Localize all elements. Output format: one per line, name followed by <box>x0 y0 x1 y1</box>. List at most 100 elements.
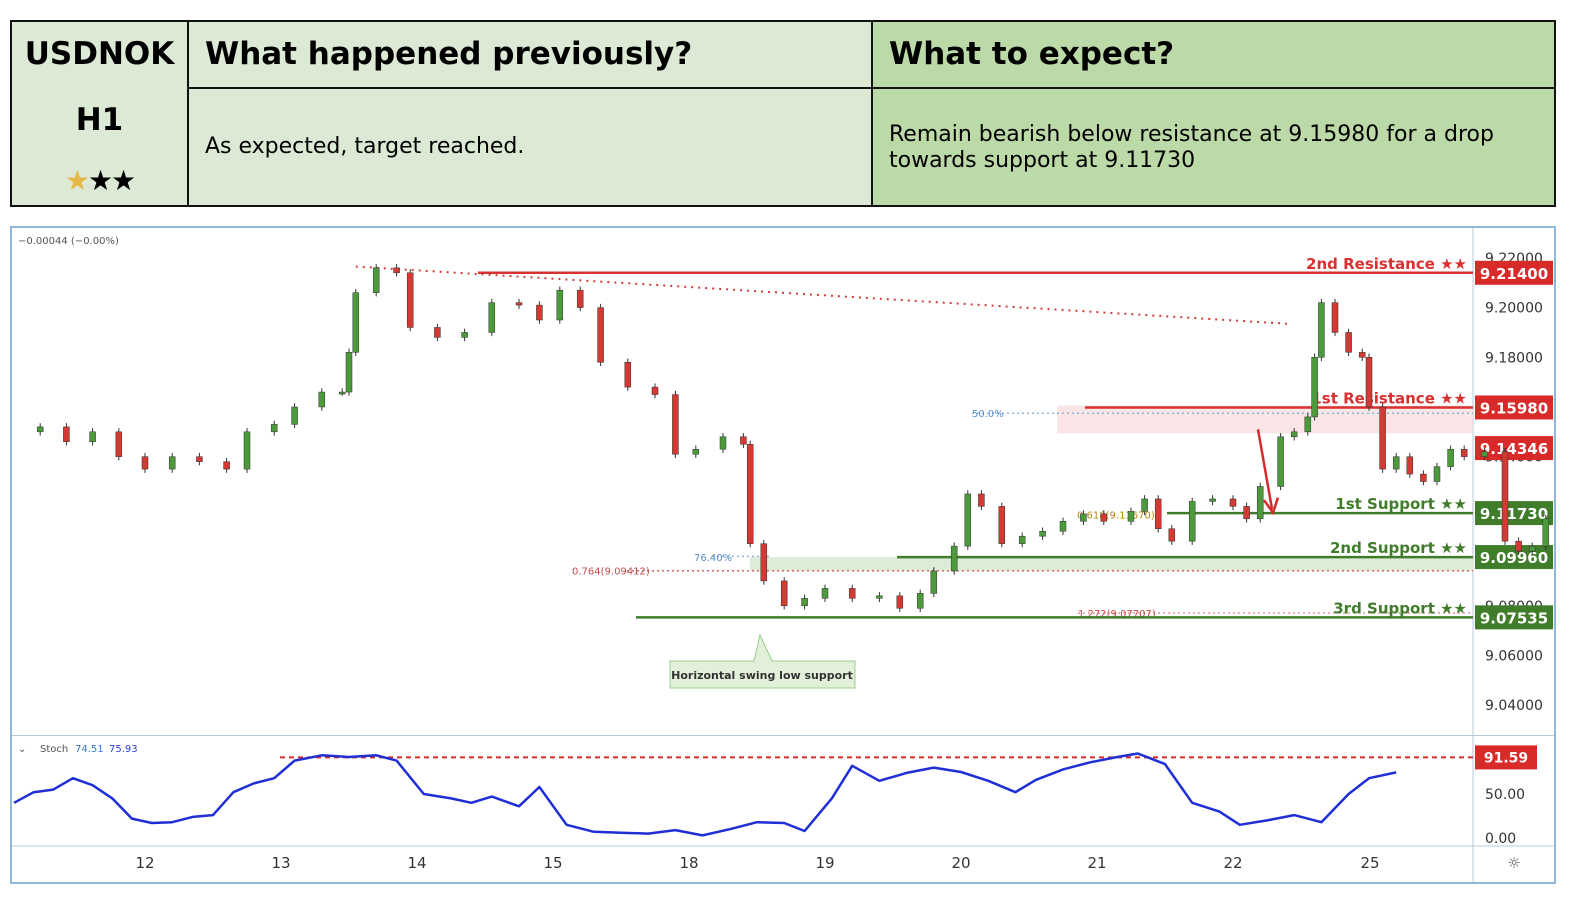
candle-down <box>1515 540 1522 552</box>
level-name-label: 1st Resistance ★★ <box>1311 389 1467 407</box>
candle-up <box>876 595 883 599</box>
ohlc-change-label: −0.00044 (−0.00%) <box>18 236 119 247</box>
stoch-d-value: 75.93 <box>109 744 138 755</box>
annotation-text: Horizontal swing low support <box>671 669 853 682</box>
candle-down <box>896 595 904 609</box>
symbol-label: USDNOK <box>24 36 175 72</box>
x-tick-label: 21 <box>1087 854 1106 872</box>
candle-up <box>243 431 251 470</box>
candle-up <box>291 406 298 425</box>
previous-header-cell: What happened previously? <box>189 22 873 89</box>
candle-up <box>692 448 700 455</box>
candle-up <box>270 424 278 433</box>
y-tick-label: 9.18000 <box>1485 350 1543 366</box>
candle-up <box>1039 530 1046 537</box>
price-tag-support <box>1475 605 1553 630</box>
candle-down <box>998 506 1006 544</box>
candle-up <box>1141 498 1148 512</box>
y-tick-label: 9.20000 <box>1485 301 1543 317</box>
candle-up <box>318 391 326 408</box>
price-tag-support <box>1475 501 1553 526</box>
candle-down <box>1406 456 1414 475</box>
candle-up <box>930 570 938 594</box>
fib-50-label: 50.0% <box>972 409 1004 420</box>
candle-down <box>223 461 230 470</box>
candle-up <box>1080 513 1087 522</box>
price-tag-current <box>1475 436 1553 461</box>
x-tick-label: 19 <box>815 854 834 872</box>
candle-up <box>488 302 496 333</box>
candle-up <box>1127 511 1135 522</box>
fib-764-label: 0.764(9.09412) <box>572 567 650 578</box>
analysis-header-table: USDNOK H1 ★★★ What happened previously? … <box>10 20 1556 207</box>
candle-up <box>1059 521 1067 532</box>
candle-down <box>115 431 123 457</box>
candle-up <box>1188 501 1196 542</box>
candle-down <box>515 302 523 306</box>
candle-down <box>1100 513 1108 522</box>
y-tick-label: 9.06000 <box>1485 648 1543 664</box>
x-tick-label: 20 <box>951 854 970 872</box>
candle-down <box>1168 528 1176 542</box>
expect-text: Remain bearish below resistance at 9.159… <box>889 122 1494 173</box>
candle-up <box>345 352 353 393</box>
candle-up <box>821 588 829 599</box>
fib-1272-label: 1.272(9.07707) <box>1078 609 1156 620</box>
candle-down <box>1501 451 1509 542</box>
candle-down <box>1358 352 1366 358</box>
candle-up <box>1528 545 1536 552</box>
price-tag-label: 9.11730 <box>1480 505 1548 523</box>
candle-up <box>1304 416 1312 433</box>
candle-up <box>1311 357 1318 418</box>
level-name-label: 3rd Support ★★ <box>1333 599 1467 617</box>
stoch-label: Stoch <box>40 744 68 755</box>
x-tick-label: 25 <box>1360 854 1379 872</box>
candle-down <box>393 267 400 274</box>
candle-up <box>964 493 972 547</box>
candle-down <box>1420 473 1427 482</box>
chart-background <box>12 228 1554 882</box>
candle-down <box>63 426 70 443</box>
x-tick-label: 18 <box>679 854 698 872</box>
level-name-label: 2nd Support ★★ <box>1330 539 1467 557</box>
candle-down <box>746 444 754 544</box>
candle-up <box>1256 486 1264 520</box>
price-chart: −0.00044 (−0.00%)9.220009.200009.180009.… <box>12 228 1554 882</box>
candle-up <box>372 267 380 293</box>
symbol-cell: USDNOK H1 ★★★ <box>12 22 189 205</box>
candle-down <box>848 588 856 599</box>
rating-stars: ★★★ <box>12 164 187 197</box>
support-zone <box>750 557 1473 571</box>
stoch-collapse-icon: ⌄ <box>18 744 26 755</box>
candle-down <box>624 362 632 388</box>
annotation-callout <box>669 633 856 689</box>
candle-up <box>168 456 176 470</box>
candle-down <box>597 307 604 363</box>
candle-up <box>352 292 360 353</box>
level-name-label: 2nd Resistance ★★ <box>1306 255 1467 273</box>
candle-down <box>406 272 414 328</box>
chart-panel: −0.00044 (−0.00%) 9.22000 9.20000 9.18000 9.… <box>10 226 1556 884</box>
candle-up <box>1209 498 1216 502</box>
candle-down <box>576 289 584 308</box>
candle-up <box>719 436 727 450</box>
candle-up <box>338 391 346 395</box>
candle-up <box>916 593 924 609</box>
candle-down <box>434 327 441 338</box>
candle-down <box>978 493 985 507</box>
price-tag-label: 9.14346 <box>1480 440 1548 458</box>
star-icon-black: ★★ <box>87 164 136 197</box>
candle-down <box>651 386 659 395</box>
candle-down <box>1460 448 1468 457</box>
price-tag-label: 9.15980 <box>1480 399 1548 417</box>
candle-down <box>1154 498 1162 529</box>
star-icon-gold: ★ <box>64 164 90 197</box>
x-tick-label: 12 <box>135 854 154 872</box>
price-tag-label: 9.21400 <box>1480 265 1548 283</box>
fib-618-label: 0.618(9.11670) <box>1077 511 1155 522</box>
stoch-level-tag <box>1475 745 1537 770</box>
x-tick-label: 22 <box>1223 854 1242 872</box>
candle-down <box>1229 498 1237 507</box>
candle-down <box>1365 357 1373 408</box>
resistance-zone <box>1057 405 1473 434</box>
